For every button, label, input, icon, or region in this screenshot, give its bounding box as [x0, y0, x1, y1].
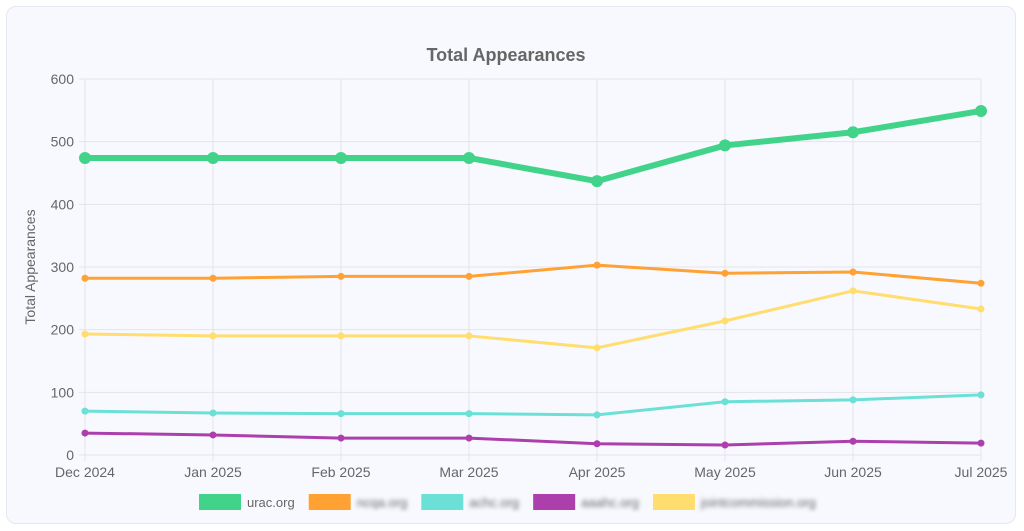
- chart-card: [6, 6, 1016, 524]
- data-point[interactable]: [975, 104, 987, 117]
- series-line: [84, 393, 982, 417]
- legend-label: aaahc.org: [581, 495, 639, 510]
- data-point[interactable]: [79, 151, 91, 164]
- data-point[interactable]: [593, 411, 601, 419]
- legend-item[interactable]: ncqa.org: [308, 494, 408, 510]
- data-point[interactable]: [465, 332, 473, 340]
- y-tick-label: 300: [51, 259, 75, 275]
- legend-item[interactable]: jointcommission.org: [653, 494, 816, 510]
- data-point[interactable]: [463, 151, 475, 164]
- series-jointcommission.org: [81, 287, 985, 352]
- data-point[interactable]: [977, 439, 985, 447]
- legend-label: achc.org: [469, 495, 519, 510]
- x-tick-label: Feb 2025: [311, 464, 370, 480]
- data-point[interactable]: [207, 151, 219, 164]
- data-point[interactable]: [209, 409, 217, 417]
- y-tick-label: 0: [66, 447, 74, 463]
- series-achc.org: [81, 391, 985, 419]
- series-line: [85, 263, 982, 285]
- data-point[interactable]: [81, 330, 89, 338]
- y-tick-label: 400: [51, 196, 75, 212]
- data-point[interactable]: [337, 410, 345, 418]
- x-tick-label: Apr 2025: [569, 464, 626, 480]
- data-point[interactable]: [719, 139, 731, 152]
- chart-title: Total Appearances: [426, 45, 585, 65]
- legend-swatch: [421, 494, 464, 510]
- data-point[interactable]: [209, 332, 217, 340]
- data-point[interactable]: [335, 151, 347, 164]
- y-tick-label: 600: [51, 71, 75, 87]
- data-point[interactable]: [591, 175, 603, 188]
- y-axis-label: Total Appearances: [22, 209, 38, 324]
- data-point[interactable]: [337, 332, 345, 340]
- data-point[interactable]: [593, 261, 601, 269]
- data-point[interactable]: [721, 317, 729, 325]
- data-point[interactable]: [81, 407, 89, 415]
- x-tick-label: Mar 2025: [439, 464, 498, 480]
- series-urac.org: [79, 104, 987, 188]
- data-point[interactable]: [849, 437, 857, 445]
- y-tick-label: 200: [51, 322, 75, 338]
- data-point[interactable]: [977, 391, 985, 399]
- data-point[interactable]: [849, 396, 857, 404]
- series-line: [84, 431, 982, 447]
- legend-label: ncqa.org: [357, 495, 408, 510]
- data-point[interactable]: [593, 440, 601, 448]
- data-point[interactable]: [849, 287, 857, 295]
- x-tick-label: Jul 2025: [955, 464, 1008, 480]
- y-tick-label: 100: [51, 384, 75, 400]
- legend-swatch: [653, 494, 695, 510]
- data-point[interactable]: [721, 269, 729, 277]
- data-point[interactable]: [847, 126, 859, 139]
- data-point[interactable]: [849, 268, 857, 276]
- x-tick-label: May 2025: [694, 464, 756, 480]
- legend-item[interactable]: aaahc.org: [533, 494, 639, 510]
- data-point[interactable]: [721, 441, 729, 449]
- data-point[interactable]: [81, 429, 89, 437]
- series-ncqa.org: [81, 261, 985, 287]
- legend-item[interactable]: urac.org: [199, 494, 295, 510]
- legend-item[interactable]: achc.org: [421, 494, 519, 510]
- legend-swatch: [533, 494, 576, 510]
- legend-label: jointcommission.org: [700, 495, 816, 510]
- series-line: [85, 108, 982, 185]
- y-tick-label: 500: [51, 134, 75, 150]
- legend-swatch: [308, 494, 351, 510]
- data-point[interactable]: [465, 434, 473, 442]
- data-point[interactable]: [977, 279, 985, 287]
- legend-label: urac.org: [247, 495, 295, 510]
- data-point[interactable]: [721, 398, 729, 406]
- data-point[interactable]: [977, 305, 985, 313]
- data-point[interactable]: [81, 274, 89, 282]
- data-point[interactable]: [209, 274, 217, 282]
- series-line: [84, 289, 982, 350]
- series-aaahc.org: [81, 429, 985, 449]
- data-point[interactable]: [209, 431, 217, 439]
- data-point[interactable]: [337, 272, 345, 280]
- data-point[interactable]: [465, 272, 473, 280]
- legend-swatch: [199, 494, 241, 510]
- x-tick-label: Dec 2024: [55, 464, 115, 480]
- data-point[interactable]: [337, 434, 345, 442]
- x-tick-label: Jun 2025: [824, 464, 882, 480]
- x-tick-label: Jan 2025: [184, 464, 242, 480]
- data-point[interactable]: [465, 410, 473, 418]
- data-point[interactable]: [593, 344, 601, 352]
